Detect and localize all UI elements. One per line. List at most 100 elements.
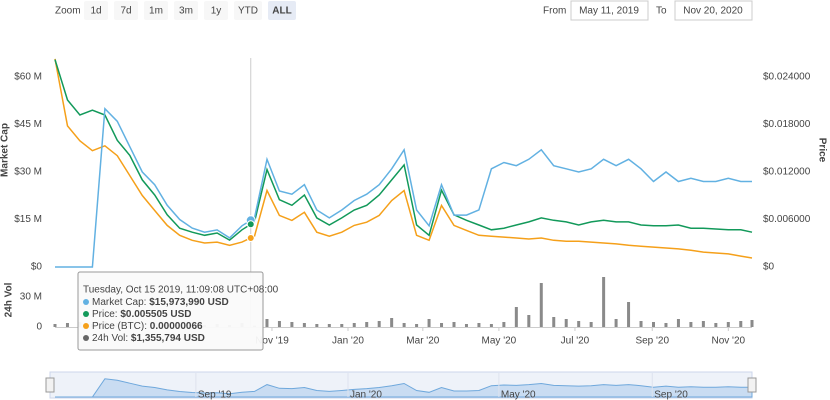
volume-bar <box>290 322 294 327</box>
to-value[interactable]: Nov 20, 2020 <box>683 6 743 17</box>
navigator-handle[interactable] <box>747 377 757 393</box>
tooltip-dot <box>83 323 89 329</box>
x-tick-label: May '20 <box>482 336 517 347</box>
volume-bar <box>651 322 655 327</box>
volume-bar <box>589 322 593 327</box>
line <box>54 59 753 242</box>
x-tick-label: Nov '19 <box>255 336 289 347</box>
y-tick-label: $15 M <box>14 214 42 225</box>
tooltip-title: Tuesday, Oct 15 2019, 11:09:08 UTC+08:00 <box>83 285 279 296</box>
volume-bar <box>477 323 481 327</box>
zoom-label: Zoom <box>55 6 81 17</box>
zoom-button-label[interactable]: 7d <box>120 6 131 17</box>
volume-bar <box>664 323 668 327</box>
zoom-button[interactable] <box>204 1 228 20</box>
volume-bar <box>502 322 506 327</box>
volume-bar <box>327 324 331 327</box>
tooltip-item-value: $0.005505 USD <box>120 309 191 320</box>
zoom-button-label[interactable]: 1y <box>211 6 222 17</box>
to-input[interactable] <box>674 0 753 21</box>
y2-tick-label: $0 <box>763 262 775 273</box>
hover-marker <box>246 220 255 229</box>
volume-bar <box>402 323 406 327</box>
to-label: To <box>656 6 667 17</box>
tooltip-box <box>77 271 264 351</box>
from-label: From <box>543 6 566 17</box>
from-value[interactable]: May 11, 2019 <box>579 6 639 17</box>
y-axis-title: Market Cap <box>0 123 11 177</box>
x-tick-label: Sep '20 <box>635 336 669 347</box>
volume-bar <box>352 323 356 327</box>
y2-tick-label: $0.012000 <box>763 167 811 178</box>
tooltip-item-value: $1,355,794 USD <box>131 333 205 344</box>
zoom-button[interactable] <box>114 1 138 20</box>
volume-bar <box>577 321 581 327</box>
volume-bar <box>539 283 543 327</box>
tooltip-item-label: Price (BTC): <box>92 321 150 332</box>
volume-axis-title: 24h Vol <box>4 282 15 317</box>
y-tick-label: $0 <box>31 262 43 273</box>
zoom-button-label[interactable]: 1d <box>90 6 101 17</box>
volume-bar <box>377 321 381 327</box>
navigator-tick-label: Sep '19 <box>198 390 232 400</box>
x-tick-label: Jul '20 <box>561 336 590 347</box>
zoom-button[interactable] <box>84 1 108 20</box>
navigator-area <box>55 378 753 398</box>
volume-bar <box>415 324 419 327</box>
y2-tick-label: $0.006000 <box>763 214 811 225</box>
x-tick-label: Jan '20 <box>332 336 364 347</box>
volume-bar <box>489 324 493 327</box>
volume-bar <box>464 324 468 327</box>
volume-bar <box>676 319 680 327</box>
volume-bar <box>365 322 369 327</box>
navigator-handle[interactable] <box>45 377 55 393</box>
volume-bar <box>53 324 57 327</box>
volume-bar <box>552 317 556 327</box>
y2-tick-label: $0.018000 <box>763 119 811 130</box>
volume-bar <box>277 321 281 327</box>
volume-tick-label: 30 M <box>20 292 42 303</box>
volume-bar <box>527 315 531 327</box>
tooltip-item: 24h Vol: $1,355,794 USD <box>92 333 205 344</box>
hover-marker <box>246 234 255 243</box>
tooltip-item: Price: $0.005505 USD <box>92 309 192 320</box>
tooltip-item-label: Price: <box>92 309 120 320</box>
y2-axis-title: Price <box>816 138 827 163</box>
tooltip-item-label: 24h Vol: <box>92 333 131 344</box>
tooltip-item: Price (BTC): 0.00000066 <box>92 321 203 332</box>
x-tick-label: Mar '20 <box>406 336 439 347</box>
zoom-button[interactable] <box>174 1 198 20</box>
volume-bar <box>739 321 743 327</box>
zoom-button[interactable] <box>234 1 262 20</box>
volume-bar <box>440 323 444 327</box>
zoom-button-label[interactable]: ALL <box>272 6 291 17</box>
volume-bar <box>452 322 456 327</box>
volume-bar <box>315 324 319 327</box>
volume-bar <box>614 319 618 327</box>
zoom-button[interactable] <box>268 1 296 20</box>
volume-bar <box>65 323 69 327</box>
y-tick-label: $30 M <box>14 167 42 178</box>
zoom-button-label[interactable]: YTD <box>238 6 258 17</box>
volume-bar <box>265 319 269 327</box>
zoom-button-label[interactable]: 3m <box>179 6 193 17</box>
zoom-button-label[interactable]: 1m <box>149 6 163 17</box>
y2-tick-label: $0.024000 <box>763 72 811 83</box>
line <box>55 107 752 268</box>
volume-bar <box>701 321 705 327</box>
y-tick-label: $60 M <box>14 72 42 83</box>
volume-bar <box>427 319 431 327</box>
x-tick-label: Nov '20 <box>712 336 746 347</box>
zoom-button[interactable] <box>144 1 168 20</box>
navigator-tick-label: Sep '20 <box>654 390 688 400</box>
y-tick-label: $45 M <box>14 119 42 130</box>
line <box>54 58 753 259</box>
from-input[interactable] <box>570 0 649 21</box>
tooltip-item-label: Market Cap: <box>92 297 149 308</box>
volume-tick-label: 0 <box>36 322 42 333</box>
volume-bar <box>726 322 730 327</box>
tooltip-dot <box>83 299 89 305</box>
volume-bar <box>302 323 306 327</box>
